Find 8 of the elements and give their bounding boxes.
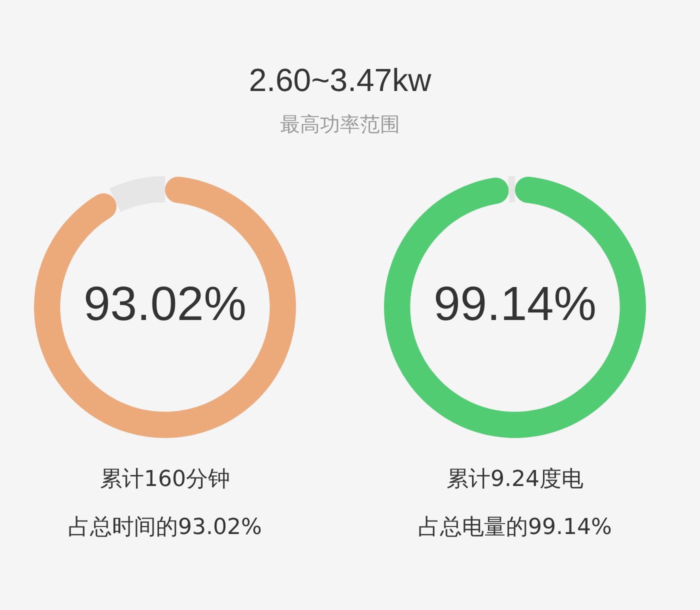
text: 最高功率范围 (279, 111, 401, 138)
data-label: 99.14% (434, 278, 596, 332)
text: 累计9.24度电 (446, 467, 584, 492)
data-label: 93.02% (84, 278, 246, 332)
text: 占总时间的93.02% (68, 515, 262, 540)
text: 2.60~3.47kw (248, 62, 432, 99)
text: 累计160分钟 (100, 467, 230, 492)
text: 占总电量的99.14% (418, 515, 612, 540)
